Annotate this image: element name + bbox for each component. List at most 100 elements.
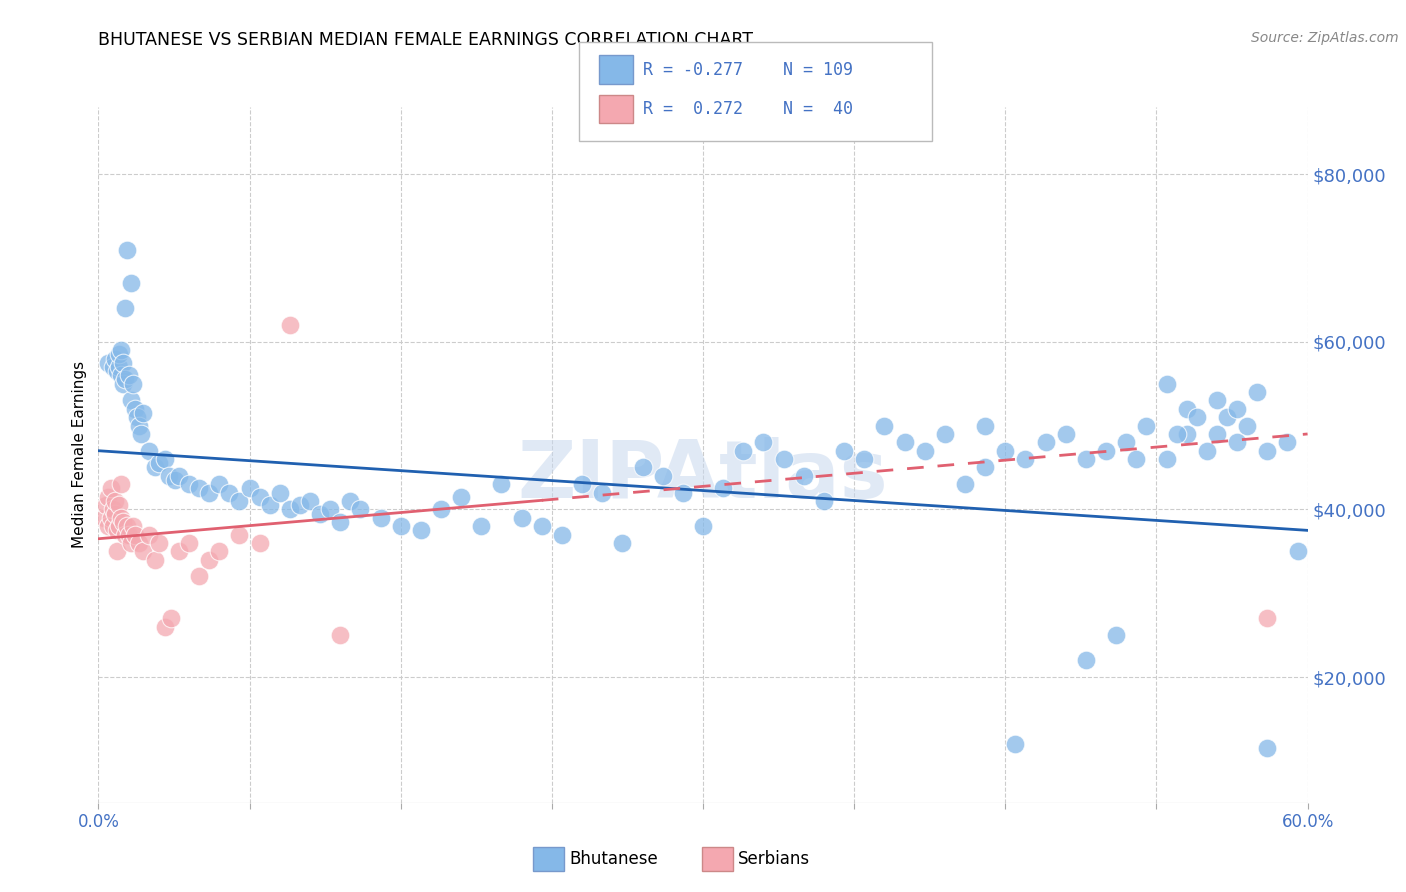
- Point: [409, 524, 432, 538]
- Text: Serbians: Serbians: [738, 850, 810, 868]
- Point: [198, 485, 221, 500]
- Point: [651, 468, 673, 483]
- Point: [389, 519, 412, 533]
- Point: [259, 498, 281, 512]
- Point: [832, 443, 855, 458]
- Point: [974, 418, 997, 433]
- Point: [114, 301, 136, 316]
- Point: [591, 485, 613, 500]
- Point: [138, 443, 160, 458]
- Point: [873, 418, 896, 433]
- Point: [160, 611, 183, 625]
- Point: [110, 343, 132, 358]
- Point: [1095, 443, 1118, 458]
- Point: [97, 356, 120, 370]
- Point: [319, 502, 342, 516]
- Point: [733, 443, 755, 458]
- Point: [128, 536, 150, 550]
- Point: [111, 376, 134, 391]
- Point: [1074, 653, 1097, 667]
- Point: [1125, 452, 1147, 467]
- Point: [1226, 401, 1249, 416]
- Point: [1115, 435, 1137, 450]
- Point: [148, 456, 170, 470]
- Point: [1256, 741, 1278, 756]
- Point: [470, 519, 492, 533]
- Point: [370, 510, 392, 524]
- Point: [1206, 427, 1229, 442]
- Point: [96, 498, 118, 512]
- Point: [299, 494, 322, 508]
- Point: [101, 359, 124, 374]
- Point: [105, 364, 128, 378]
- Point: [853, 452, 876, 467]
- Point: [132, 406, 155, 420]
- Point: [1216, 410, 1239, 425]
- Point: [228, 494, 250, 508]
- Point: [974, 460, 997, 475]
- Point: [101, 502, 124, 516]
- Point: [249, 536, 271, 550]
- Point: [129, 427, 152, 442]
- Point: [105, 524, 128, 538]
- Point: [631, 460, 654, 475]
- Text: R = -0.277    N = 109: R = -0.277 N = 109: [643, 61, 852, 78]
- Text: BHUTANESE VS SERBIAN MEDIAN FEMALE EARNINGS CORRELATION CHART: BHUTANESE VS SERBIAN MEDIAN FEMALE EARNI…: [98, 31, 754, 49]
- Point: [288, 498, 311, 512]
- Point: [612, 536, 634, 550]
- Point: [1236, 418, 1258, 433]
- Point: [1185, 410, 1208, 425]
- Point: [120, 536, 142, 550]
- Point: [115, 243, 138, 257]
- Point: [107, 519, 129, 533]
- Point: [711, 482, 734, 496]
- Point: [148, 536, 170, 550]
- Point: [115, 519, 138, 533]
- Text: ZIPAtlas: ZIPAtlas: [517, 437, 889, 515]
- Point: [278, 318, 301, 332]
- Point: [1195, 443, 1218, 458]
- Point: [953, 477, 976, 491]
- Point: [239, 482, 262, 496]
- Point: [103, 351, 125, 366]
- Point: [120, 393, 142, 408]
- Point: [1226, 435, 1249, 450]
- Point: [157, 468, 180, 483]
- Point: [132, 544, 155, 558]
- Text: Source: ZipAtlas.com: Source: ZipAtlas.com: [1251, 31, 1399, 45]
- Point: [218, 485, 240, 500]
- Point: [124, 401, 146, 416]
- Point: [138, 527, 160, 541]
- Point: [339, 494, 361, 508]
- Point: [793, 468, 815, 483]
- Point: [100, 510, 122, 524]
- Point: [177, 536, 201, 550]
- Point: [1014, 452, 1036, 467]
- Point: [349, 502, 371, 516]
- Point: [128, 418, 150, 433]
- Point: [1105, 628, 1128, 642]
- Point: [278, 502, 301, 516]
- Point: [208, 477, 231, 491]
- Point: [107, 359, 129, 374]
- Point: [153, 620, 176, 634]
- Point: [100, 482, 122, 496]
- Point: [1256, 611, 1278, 625]
- Point: [118, 368, 141, 383]
- Point: [914, 443, 936, 458]
- Point: [510, 510, 533, 524]
- Point: [107, 347, 129, 361]
- Point: [1277, 435, 1299, 450]
- Point: [103, 507, 125, 521]
- Point: [188, 482, 211, 496]
- Point: [1175, 427, 1198, 442]
- Point: [105, 544, 128, 558]
- Point: [208, 544, 231, 558]
- Point: [1074, 452, 1097, 467]
- Point: [269, 485, 291, 500]
- Point: [813, 494, 835, 508]
- Point: [329, 515, 352, 529]
- Point: [125, 410, 148, 425]
- Point: [1004, 737, 1026, 751]
- Point: [430, 502, 453, 516]
